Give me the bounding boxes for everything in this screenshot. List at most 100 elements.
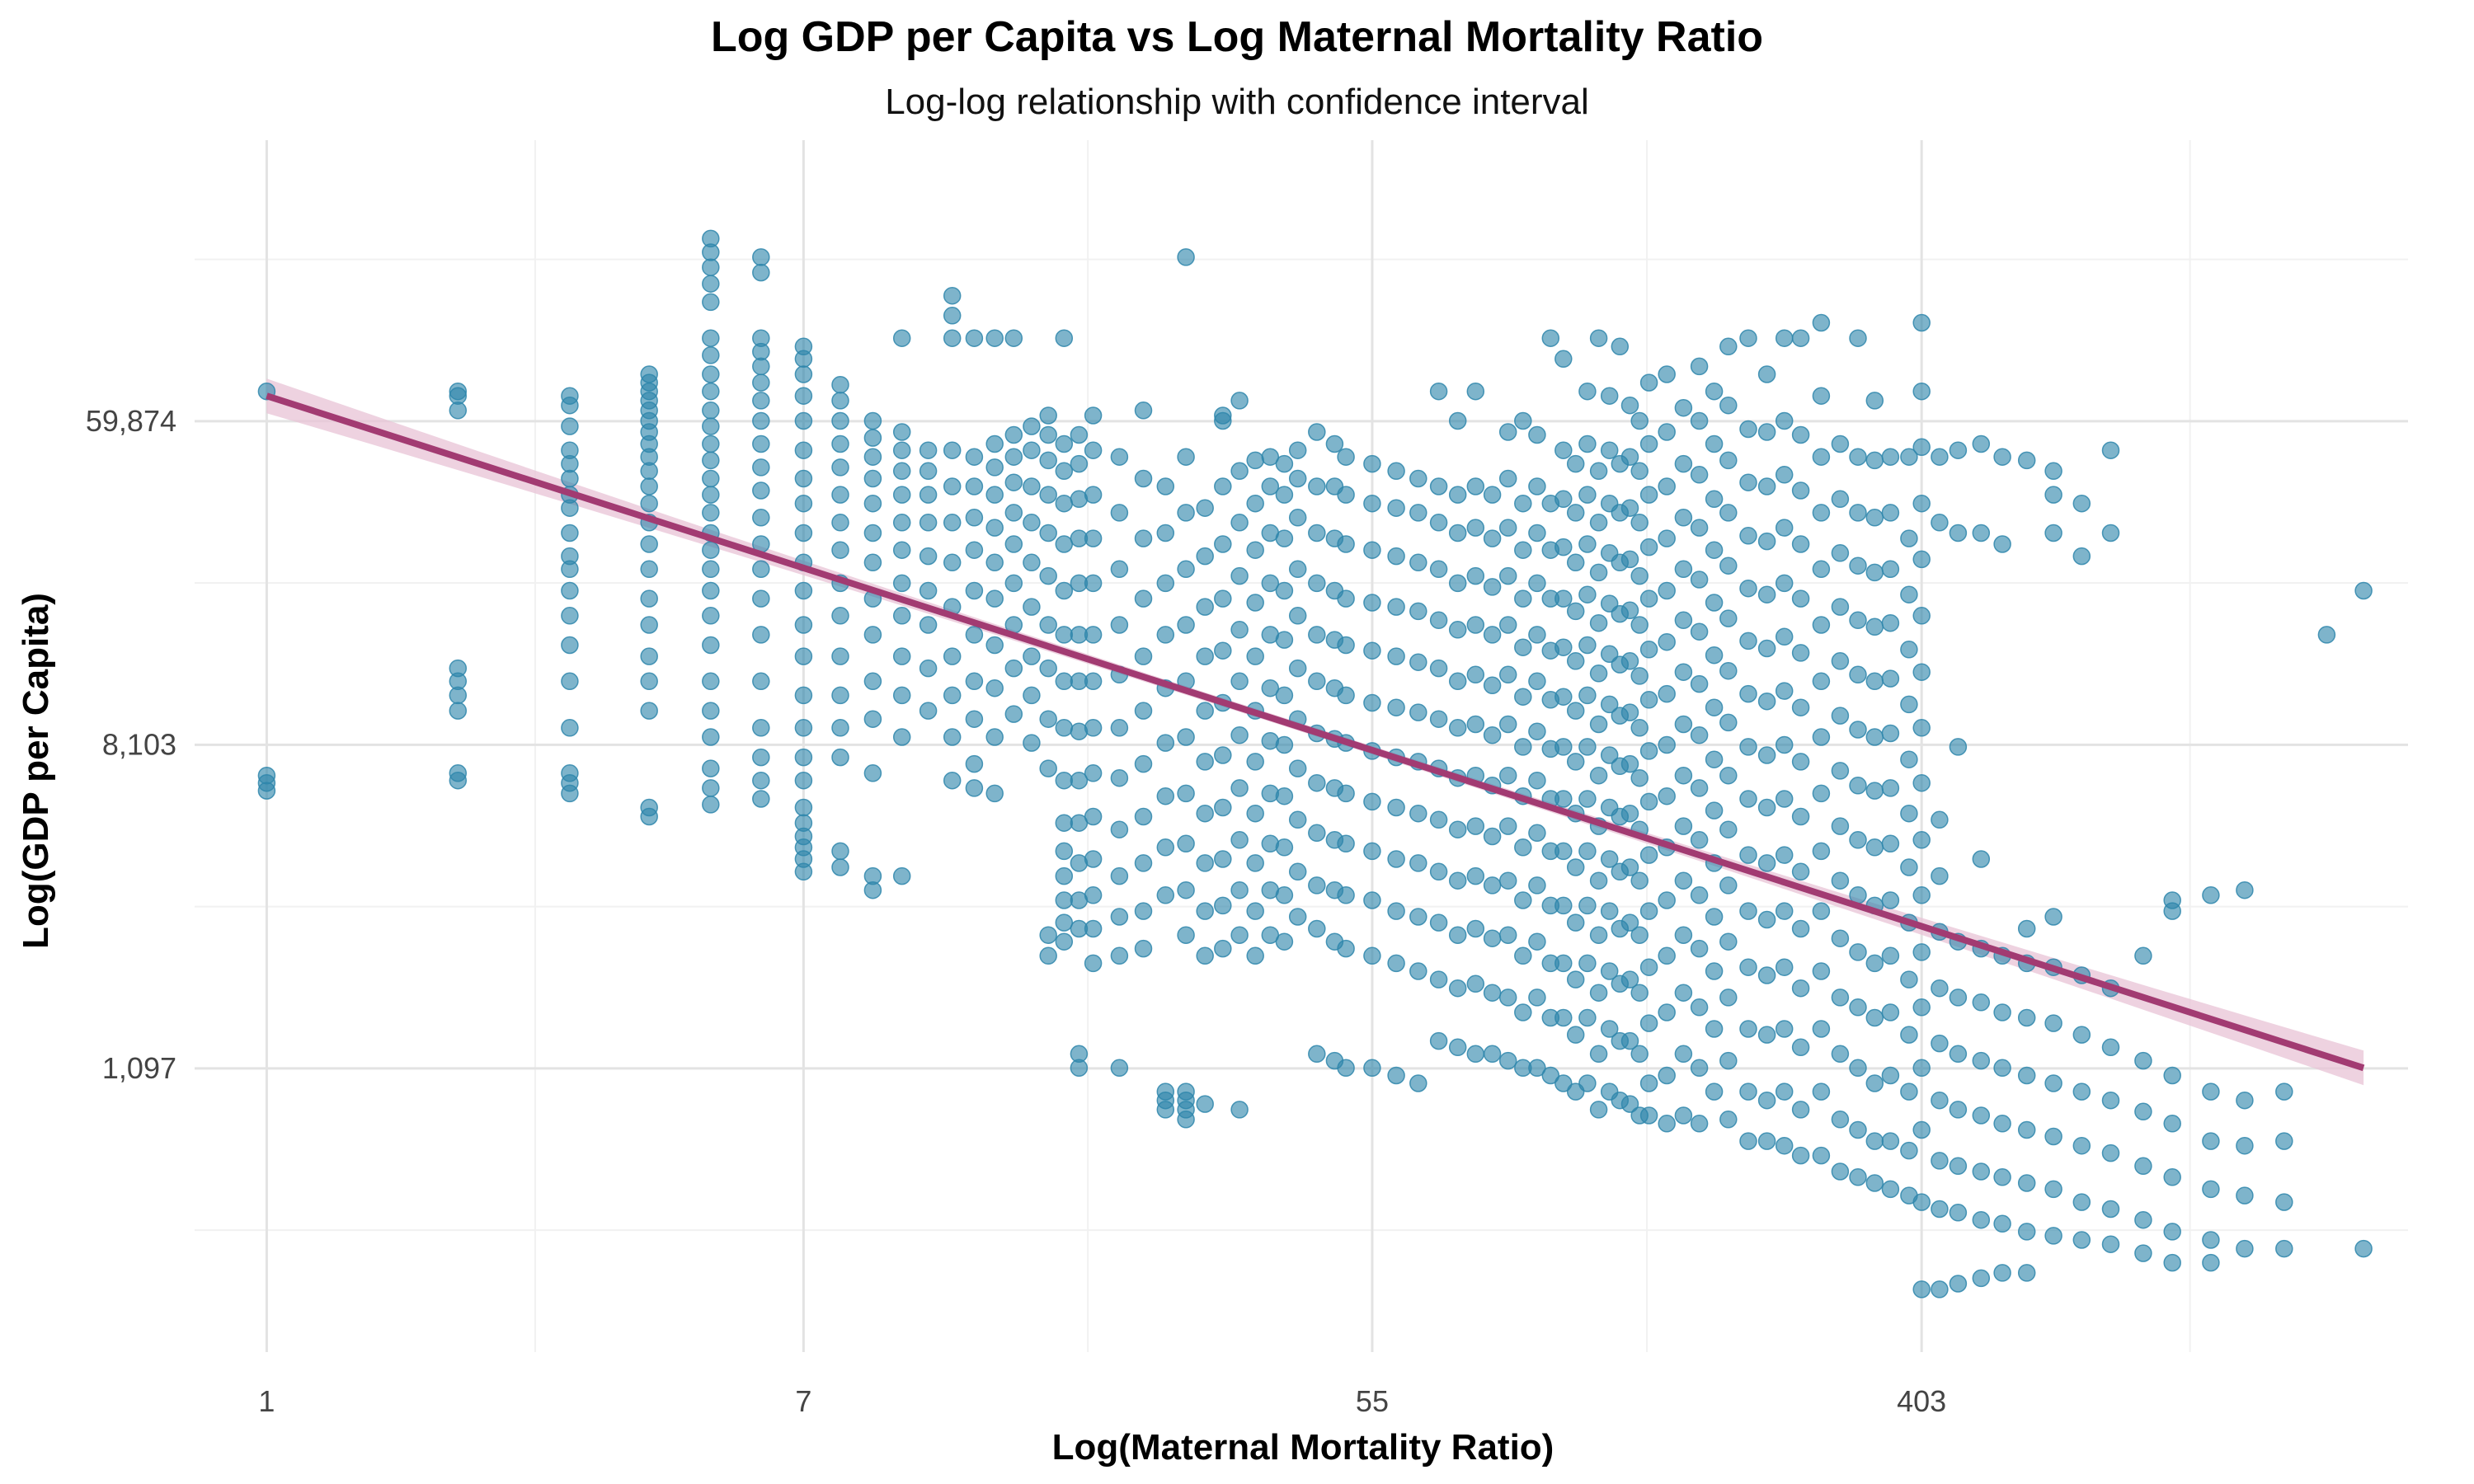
data-point <box>752 458 770 477</box>
data-point <box>1578 486 1597 504</box>
data-point <box>1578 434 1597 453</box>
data-point <box>1865 728 1884 746</box>
data-point <box>943 441 962 459</box>
data-point <box>1498 817 1517 835</box>
chart-title: Log GDP per Capita vs Log Maternal Morta… <box>711 13 1763 61</box>
data-point <box>1409 804 1427 823</box>
data-point <box>1448 820 1467 838</box>
data-point <box>1429 560 1448 579</box>
data-point <box>863 672 882 691</box>
data-point <box>1004 659 1023 678</box>
data-point <box>1554 842 1573 861</box>
data-point <box>1528 824 1546 843</box>
data-point <box>1246 494 1264 513</box>
data-point <box>1409 504 1427 522</box>
data-point <box>1865 1174 1884 1192</box>
data-point <box>1429 710 1448 728</box>
data-point <box>1757 585 1776 603</box>
data-point <box>1261 448 1280 466</box>
data-point <box>1900 1026 1918 1044</box>
data-point <box>1483 676 1502 695</box>
data-point <box>1757 477 1776 495</box>
data-point <box>1246 541 1264 559</box>
data-point <box>1084 919 1103 938</box>
data-point <box>1156 886 1175 904</box>
data-point <box>1912 1280 1931 1298</box>
data-point <box>2202 1180 2220 1199</box>
data-point <box>1831 490 1850 509</box>
data-point <box>561 499 579 517</box>
data-point <box>985 636 1004 655</box>
data-point <box>1514 589 1532 608</box>
data-point <box>1337 636 1355 655</box>
data-point <box>1849 448 1867 466</box>
data-point <box>1230 779 1249 797</box>
data-point <box>257 782 276 800</box>
data-point <box>892 441 911 459</box>
data-point <box>794 616 813 634</box>
data-point <box>794 469 813 488</box>
data-point <box>1409 469 1427 488</box>
data-point <box>1134 939 1153 958</box>
data-point <box>2236 1186 2254 1205</box>
data-point <box>943 329 962 347</box>
data-point <box>1831 817 1850 835</box>
data-point <box>1134 647 1153 665</box>
data-point <box>863 626 882 644</box>
data-point <box>1757 966 1776 984</box>
data-point <box>1949 738 1968 756</box>
data-point <box>1865 618 1884 636</box>
data-point <box>1004 574 1023 593</box>
data-point <box>1639 691 1658 709</box>
data-point <box>1900 695 1918 714</box>
data-point <box>2101 1235 2120 1253</box>
data-point <box>1658 1115 1676 1133</box>
data-point <box>1674 926 1693 944</box>
data-point <box>1177 834 1195 853</box>
data-point <box>1110 719 1129 737</box>
data-point <box>1812 616 1831 634</box>
data-point <box>1791 807 1810 826</box>
data-point <box>1288 560 1307 579</box>
data-point <box>1110 616 1129 634</box>
data-point <box>1739 1082 1757 1101</box>
data-point <box>1589 715 1608 734</box>
data-point <box>1757 854 1776 872</box>
data-point <box>1639 846 1658 864</box>
data-point <box>1812 784 1831 803</box>
data-point <box>561 719 579 737</box>
data-point <box>1620 1031 1639 1050</box>
data-point <box>752 373 770 392</box>
data-point <box>1705 594 1724 612</box>
data-point <box>1288 862 1307 881</box>
data-point <box>1630 514 1649 532</box>
data-point <box>1566 970 1585 989</box>
data-point <box>1739 473 1757 491</box>
data-point <box>1214 896 1232 915</box>
data-point <box>1578 585 1597 603</box>
data-point <box>892 462 911 481</box>
data-point <box>1448 871 1467 890</box>
data-point <box>863 469 882 488</box>
data-point <box>752 748 770 767</box>
regression-line <box>266 392 2365 1072</box>
data-point <box>1831 707 1850 725</box>
data-point <box>965 477 984 495</box>
data-point <box>1674 398 1693 417</box>
data-point <box>919 462 938 481</box>
data-point <box>831 858 849 876</box>
x-tick-label: 1 <box>258 1384 275 1418</box>
data-point <box>1865 392 1884 410</box>
data-point <box>1993 535 2011 553</box>
data-point <box>1757 639 1776 658</box>
data-point <box>1993 1168 2011 1186</box>
data-point <box>1719 876 1738 895</box>
data-point <box>640 807 658 826</box>
data-point <box>1230 1101 1249 1119</box>
data-point <box>702 504 720 522</box>
data-point <box>2044 524 2062 542</box>
data-point <box>919 702 938 720</box>
data-point <box>1448 621 1467 639</box>
data-point <box>1246 753 1264 771</box>
data-point <box>1831 929 1850 947</box>
